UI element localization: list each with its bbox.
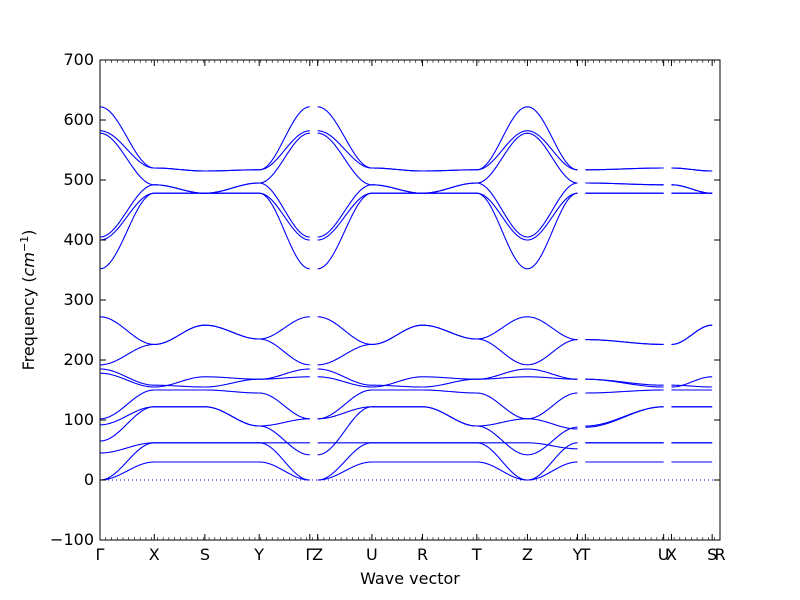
x-tick-label: U [658,545,670,564]
band-line-7 [99,372,713,388]
x-tick-label: R [714,545,725,564]
x-tick-label: Γ [96,545,105,564]
plot-marks [99,106,720,481]
x-tick-label: U [366,545,378,564]
x-tick-label: R [417,545,428,564]
x-tick-label: S [707,545,717,564]
y-tick-label: 700 [63,50,94,69]
band-line-14 [99,132,713,194]
x-tick-label: T [579,545,590,564]
x-tick-label: Y [253,545,264,564]
x-tick-label: S [200,545,210,564]
band-line-6 [99,389,713,420]
y-tick-label: 0 [84,470,94,489]
y-tick-label: 500 [63,170,94,189]
x-tick-label: Γ [305,545,314,564]
band-line-16 [99,106,713,172]
x-tick-label: X [666,545,677,564]
x-tick-label: T [471,545,482,564]
y-tick-label: −100 [50,530,94,549]
y-tick-label: 600 [63,110,94,129]
x-tick-label: Z [522,545,533,564]
band-line-3 [99,442,713,454]
band-line-1 [99,461,713,481]
y-axis-label-exponent: −1 [18,236,31,252]
y-tick-label: 400 [63,230,94,249]
x-tick-label: Y [572,545,583,564]
y-tick-label: 300 [63,290,94,309]
x-tick-label: Z [312,545,323,564]
x-tick-label: X [149,545,160,564]
y-axis-label-text: Frequency ( [19,276,38,370]
band-line-10 [99,316,713,345]
y-axis-label-unit: cm [19,252,38,276]
y-axis-label-close: ) [19,230,38,236]
x-axis-label: Wave vector [360,569,460,588]
band-line-8 [99,368,713,388]
band-line-12 [99,192,713,241]
y-axis-label: Frequency (cm−1) [18,230,39,371]
y-tick-label: 100 [63,410,94,429]
y-tick-label: 200 [63,350,94,369]
band-line-5 [99,406,713,430]
